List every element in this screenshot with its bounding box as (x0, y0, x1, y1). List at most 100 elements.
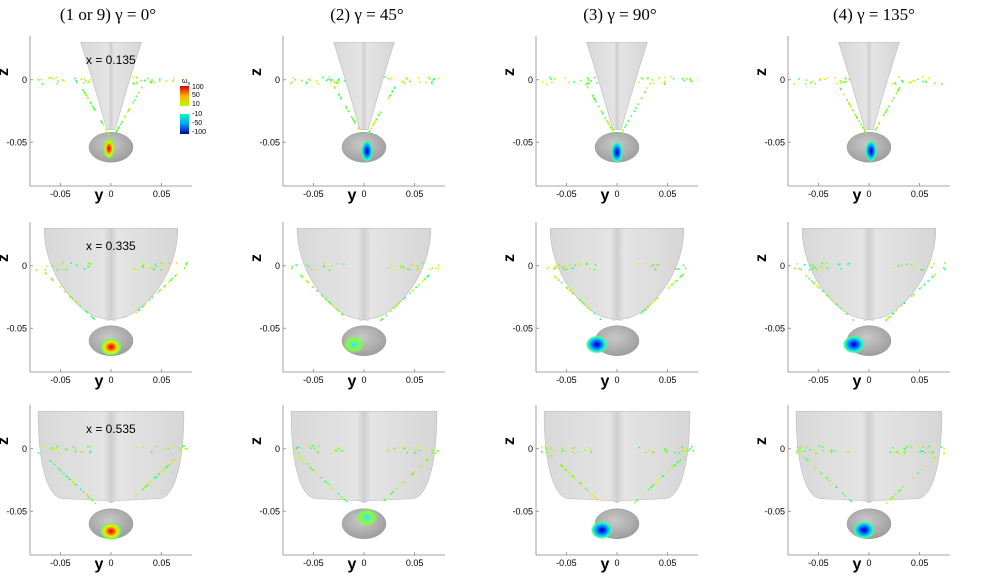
vorticity-spray-point (56, 82, 58, 85)
vorticity-spray-point (431, 452, 434, 454)
vorticity-spray-point (901, 81, 904, 83)
x-tick-label: -0.05 (556, 558, 577, 568)
vorticity-spray-point (167, 281, 170, 283)
vorticity-spray-point (165, 466, 168, 468)
vorticity-spray-point (635, 107, 637, 109)
vorticity-spray-point (590, 449, 592, 451)
vorticity-spray-point (329, 302, 332, 305)
vorticity-spray-point (858, 120, 861, 122)
vorticity-spray-point (901, 452, 904, 454)
vorticity-spray-point (121, 121, 123, 123)
vorticity-spray-point (672, 77, 675, 80)
vorticity-spray-point (37, 452, 40, 454)
vorticity-spray-point (352, 119, 355, 122)
vorticity-spray-point (409, 80, 411, 83)
vorticity-spray-point (385, 314, 387, 317)
vorticity-spray-point (185, 262, 188, 264)
vorticity-spray-point (338, 79, 341, 81)
vorticity-spray-point (822, 449, 824, 452)
vorticity-spray-point (370, 127, 373, 130)
vorticity-spray-point (352, 118, 354, 120)
x-tick-label: 0 (866, 189, 871, 199)
y-tick-label: -0.05 (259, 323, 280, 333)
vorticity-spray-point (175, 262, 178, 264)
vorticity-spray-point (150, 480, 152, 483)
vorticity-spray-point (311, 445, 314, 447)
vorticity-spray-point (666, 471, 669, 473)
vorticity-spray-point (593, 312, 596, 315)
vorticity-spray-point (403, 267, 406, 270)
vorticity-spray-point (541, 81, 544, 83)
vorticity-spray-point (62, 262, 65, 264)
hull-section (43, 227, 179, 321)
vorticity-spray-point (76, 264, 78, 266)
vorticity-spray-point (85, 94, 88, 97)
vortex-core (102, 137, 115, 160)
vorticity-spray-point (647, 306, 649, 309)
vorticity-spray-point (541, 451, 543, 453)
vorticity-spray-point (53, 447, 56, 450)
vortex-core (611, 141, 623, 164)
vorticity-spray-point (609, 126, 612, 129)
vorticity-spray-point (343, 80, 346, 82)
vorticity-spray-point (93, 318, 95, 320)
vorticity-spray-point (80, 451, 83, 454)
vorticity-spray-point (320, 476, 323, 479)
vorticity-spray-point (306, 280, 308, 283)
vorticity-spray-point (59, 286, 61, 288)
y-axis-label: z (753, 437, 770, 445)
vorticity-spray-point (932, 451, 935, 453)
legend-positive-bar (180, 86, 189, 106)
vorticity-spray-point (844, 77, 847, 79)
vorticity-spray-point (37, 79, 40, 81)
vorticity-spray-point (910, 446, 912, 449)
vorticity-spray-point (815, 452, 817, 455)
vorticity-spray-point (908, 81, 910, 84)
vorticity-spray-point (630, 115, 633, 117)
vorticity-spray-point (568, 472, 571, 475)
vorticity-spray-point (613, 132, 616, 135)
vorticity-spray-point (852, 319, 855, 321)
vorticity-spray-point (816, 268, 818, 271)
vorticity-spray-point (56, 267, 58, 269)
vorticity-spray-point (906, 445, 908, 448)
vorticity-spray-point (940, 83, 943, 85)
vorticity-spray-point (681, 77, 684, 80)
vorticity-spray-point (399, 445, 401, 448)
vorticity-spray-point (597, 105, 600, 108)
vorticity-spray-point (390, 264, 393, 266)
x-tick-label: 0.05 (153, 375, 171, 385)
vorticity-spray-point (848, 103, 851, 106)
vorticity-spray-point (650, 486, 652, 489)
vorticity-spray-point (902, 486, 904, 488)
vorticity-spray-point (398, 302, 400, 305)
vorticity-spray-point (89, 497, 91, 499)
vorticity-spray-point (65, 268, 68, 271)
vorticity-spray-point (652, 82, 655, 84)
vorticity-spray-point (637, 103, 640, 105)
vorticity-spray-point (137, 309, 140, 312)
vorticity-spray-point (401, 81, 404, 83)
vorticity-spray-point (586, 77, 588, 79)
x-axis-label: y (853, 373, 862, 390)
vorticity-spray-point (53, 463, 56, 466)
vorticity-spray-point (333, 86, 336, 88)
x-tick-label: -0.05 (808, 375, 829, 385)
vorticity-spray-point (577, 297, 579, 300)
vorticity-spray-point (389, 78, 392, 81)
vorticity-spray-point (862, 126, 864, 129)
vorticity-spray-point (689, 79, 692, 81)
hull-section (549, 227, 685, 321)
vorticity-spray-point (412, 288, 415, 291)
vorticity-spray-point (803, 450, 806, 452)
vorticity-spray-point (906, 263, 908, 266)
vorticity-spray-point (335, 308, 338, 310)
hull-section (543, 410, 691, 504)
vorticity-spray-point (437, 267, 440, 270)
hull-section (333, 41, 395, 131)
x-tick-label: 0.05 (659, 558, 677, 568)
vorticity-spray-point (650, 265, 653, 268)
vorticity-spray-point (420, 464, 423, 466)
vorticity-spray-point (414, 449, 417, 451)
vorticity-spray-point (681, 446, 684, 448)
